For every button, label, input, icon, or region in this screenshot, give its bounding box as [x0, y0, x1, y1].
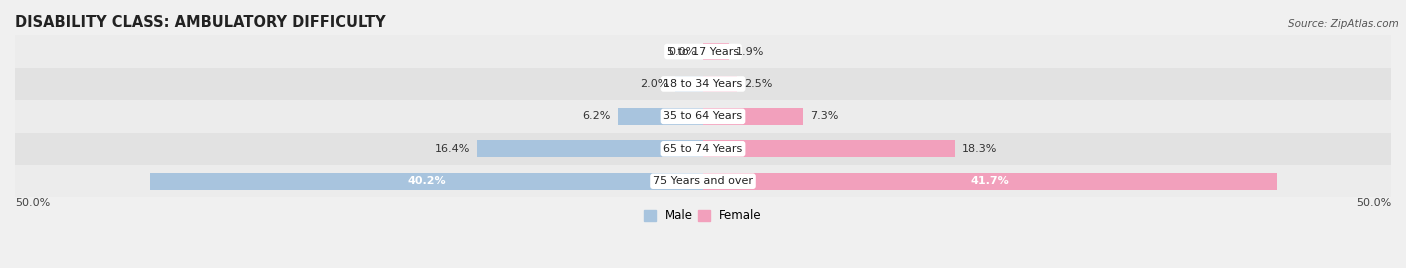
Bar: [15, 68, 1391, 100]
Text: 50.0%: 50.0%: [15, 198, 51, 208]
Text: 18.3%: 18.3%: [962, 144, 997, 154]
Text: 0.0%: 0.0%: [668, 47, 696, 57]
Text: 35 to 64 Years: 35 to 64 Years: [664, 111, 742, 121]
Text: 40.2%: 40.2%: [408, 176, 446, 186]
Bar: [703, 140, 955, 157]
Text: 2.5%: 2.5%: [744, 79, 773, 89]
Text: Source: ZipAtlas.com: Source: ZipAtlas.com: [1288, 19, 1399, 29]
Bar: [617, 108, 703, 125]
Text: DISABILITY CLASS: AMBULATORY DIFFICULTY: DISABILITY CLASS: AMBULATORY DIFFICULTY: [15, 15, 385, 30]
Text: 2.0%: 2.0%: [640, 79, 669, 89]
Bar: [675, 76, 703, 92]
Text: 7.3%: 7.3%: [810, 111, 839, 121]
Text: 6.2%: 6.2%: [582, 111, 610, 121]
Bar: [477, 140, 703, 157]
Bar: [150, 173, 703, 190]
Legend: Male, Female: Male, Female: [640, 205, 766, 227]
Text: 75 Years and over: 75 Years and over: [652, 176, 754, 186]
Bar: [703, 108, 803, 125]
Bar: [15, 133, 1391, 165]
Text: 5 to 17 Years: 5 to 17 Years: [666, 47, 740, 57]
Bar: [15, 165, 1391, 198]
Text: 41.7%: 41.7%: [970, 176, 1010, 186]
Bar: [703, 173, 1277, 190]
Bar: [703, 76, 737, 92]
Text: 1.9%: 1.9%: [735, 47, 765, 57]
Bar: [15, 35, 1391, 68]
Text: 50.0%: 50.0%: [1355, 198, 1391, 208]
Bar: [15, 100, 1391, 133]
Text: 16.4%: 16.4%: [434, 144, 471, 154]
Bar: [703, 43, 730, 60]
Text: 18 to 34 Years: 18 to 34 Years: [664, 79, 742, 89]
Text: 65 to 74 Years: 65 to 74 Years: [664, 144, 742, 154]
